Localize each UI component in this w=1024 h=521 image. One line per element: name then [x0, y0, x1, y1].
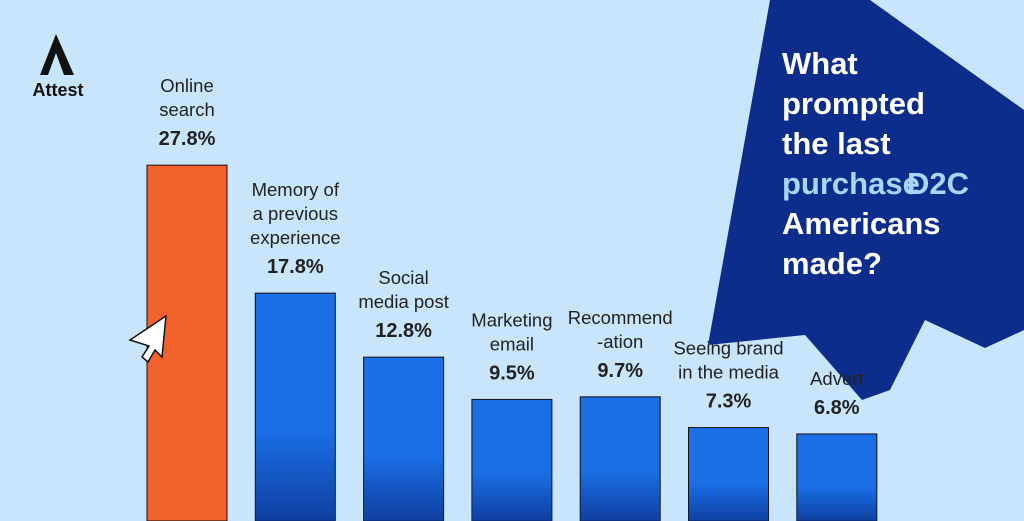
bar-shade	[255, 293, 336, 521]
title-line: prompted	[782, 86, 925, 121]
category-label: in the media	[678, 362, 779, 383]
logo-icon	[40, 34, 74, 75]
value-label: 27.8%	[159, 128, 216, 150]
title-line: the last	[782, 126, 891, 161]
bars: 27.8% Online search 17.8% Memory of a previou…	[146, 75, 878, 521]
bar-shade	[796, 433, 877, 521]
value-label: 7.3%	[706, 391, 752, 413]
cursor-icon	[128, 314, 167, 364]
category-label: media post	[358, 291, 449, 312]
value-label: 6.8%	[814, 397, 860, 419]
title-line: Americans	[782, 206, 941, 241]
arrow-shape	[708, 0, 1024, 400]
category-label: a previous	[253, 203, 338, 224]
category-label: Seeing brand	[673, 338, 783, 359]
category-label: experience	[250, 227, 341, 248]
category-label: -ation	[597, 331, 643, 352]
category-label: email	[490, 333, 534, 354]
bar-shade	[363, 357, 444, 521]
category-label: Social	[378, 267, 428, 288]
category-label: Marketing	[471, 309, 552, 330]
bar-shade	[471, 399, 552, 521]
logo-text: Attest	[32, 80, 83, 100]
value-label: 9.7%	[597, 360, 643, 382]
value-label: 17.8%	[267, 256, 324, 278]
title-line: purchase	[782, 166, 920, 201]
category-label: Recommend	[568, 307, 673, 328]
bar-shade	[580, 396, 661, 521]
category-label: search	[159, 99, 215, 120]
value-label: 12.8%	[375, 320, 432, 342]
category-label: Memory of	[252, 179, 340, 200]
title-line: D2C	[907, 166, 969, 201]
value-label: 9.5%	[489, 362, 535, 384]
category-label: Advert	[810, 368, 863, 389]
title-line: made?	[782, 246, 882, 281]
category-label: Online	[160, 75, 213, 96]
title-line: What	[782, 46, 858, 81]
bar-shade	[688, 427, 769, 521]
